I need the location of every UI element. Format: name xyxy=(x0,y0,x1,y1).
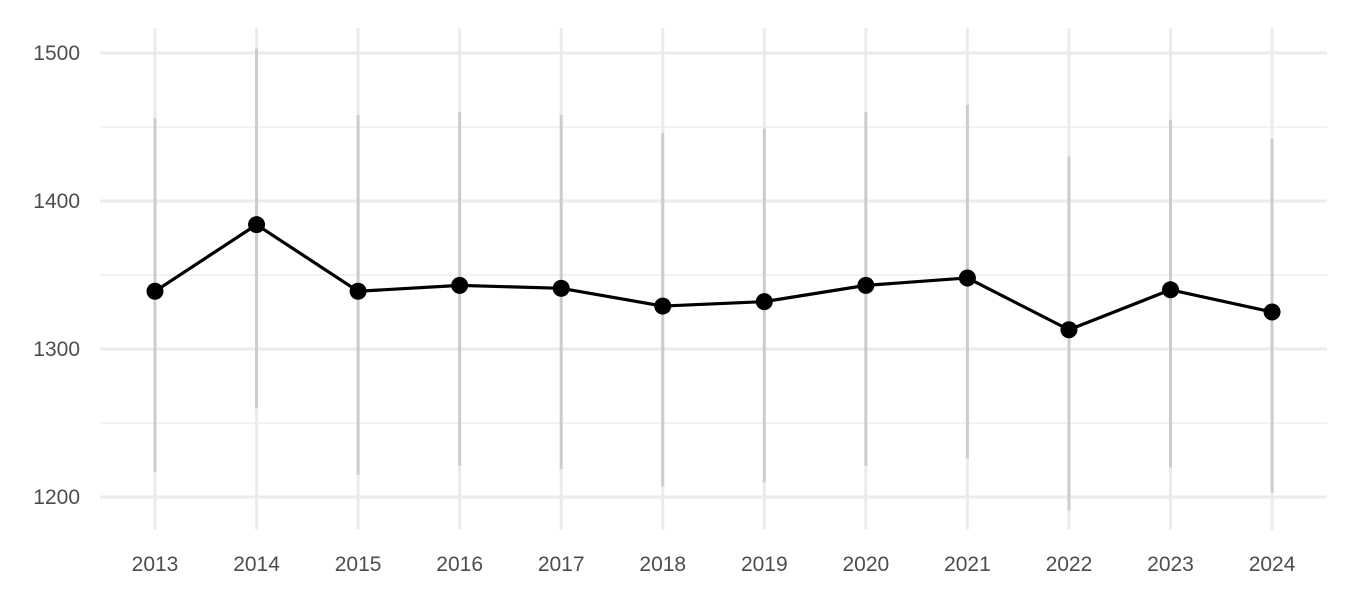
x-tick-label: 2021 xyxy=(944,553,991,576)
x-tick-label: 2024 xyxy=(1249,553,1296,576)
y-tick-label: 1400 xyxy=(33,190,80,213)
series-line xyxy=(154,223,1273,332)
y-axis-tick-labels: 1200 1300 1400 1500 xyxy=(33,42,80,509)
data-point xyxy=(146,282,164,300)
error-bars xyxy=(153,48,1274,511)
data-points xyxy=(146,216,1281,339)
data-point xyxy=(451,276,469,294)
y-tick-label: 1200 xyxy=(33,486,80,509)
data-point xyxy=(248,216,266,234)
x-axis-tick-labels: 2013 2014 2015 2016 2017 2018 2019 2020 2021 2022… xyxy=(132,553,1296,576)
x-tick-label: 2018 xyxy=(639,553,686,576)
gridlines xyxy=(100,27,1327,530)
data-point xyxy=(349,282,367,300)
x-tick-label: 2014 xyxy=(233,553,280,576)
y-tick-label: 1500 xyxy=(33,42,80,65)
x-tick-label: 2013 xyxy=(132,553,179,576)
x-tick-label: 2022 xyxy=(1046,553,1093,576)
x-tick-label: 2023 xyxy=(1147,553,1194,576)
data-point xyxy=(654,297,672,315)
data-point xyxy=(1263,303,1281,321)
x-tick-label: 2019 xyxy=(741,553,788,576)
x-tick-label: 2017 xyxy=(538,553,585,576)
series-line-group xyxy=(154,223,1273,332)
y-tick-label: 1300 xyxy=(33,338,80,361)
x-tick-label: 2020 xyxy=(842,553,889,576)
data-point xyxy=(755,293,773,311)
data-point xyxy=(552,279,570,297)
data-point xyxy=(857,276,875,294)
x-tick-label: 2016 xyxy=(436,553,483,576)
x-tick-label: 2015 xyxy=(335,553,382,576)
data-point xyxy=(1162,281,1179,299)
data-point xyxy=(1060,321,1078,339)
data-point xyxy=(958,269,976,287)
